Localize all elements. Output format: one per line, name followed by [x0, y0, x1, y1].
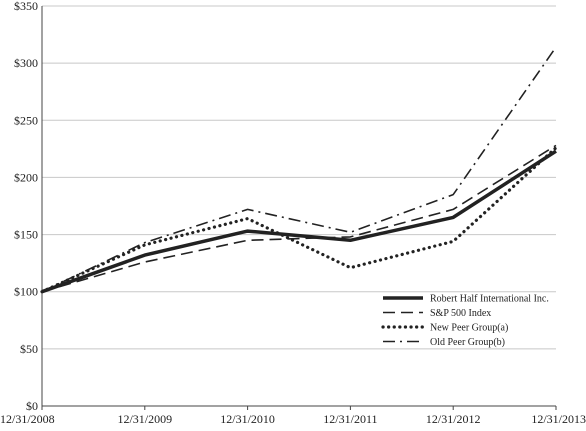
- y-tick-label: $300: [14, 56, 38, 70]
- legend-label: Robert Half International Inc.: [430, 294, 549, 305]
- y-tick-label: $350: [14, 0, 38, 13]
- x-axis-tick-labels: 12/31/2008 12/31/2009 12/31/2010 12/31/2011…: [0, 412, 586, 426]
- legend-label: Old Peer Group(b): [430, 337, 505, 348]
- y-tick-label: $200: [14, 170, 38, 184]
- series-lines: [40, 46, 558, 294]
- y-tick-label: $250: [14, 113, 38, 127]
- y-tick-label: $50: [20, 342, 38, 356]
- axes: [41, 6, 557, 410]
- y-axis-tick-labels: $0 $50 $100 $150 $200 $250 $300 $350: [14, 0, 38, 413]
- x-tick-label: 12/31/2008: [0, 412, 55, 426]
- x-tick-label: 12/31/2010: [220, 412, 275, 426]
- series-line-0: [41, 149, 557, 294]
- legend-label: New Peer Group(a): [430, 323, 508, 334]
- legend-label: S&P 500 Index: [430, 308, 491, 319]
- gridlines: [42, 5, 556, 407]
- series-line-2: [40, 146, 558, 294]
- legend: Robert Half International Inc. S&P 500 In…: [381, 294, 549, 348]
- series-line-3: [41, 46, 557, 293]
- y-tick-label: $150: [14, 228, 38, 242]
- x-tick-label: 12/31/2011: [323, 412, 377, 426]
- x-tick-label: 12/31/2013: [531, 412, 586, 426]
- y-tick-label: $0: [26, 399, 38, 413]
- x-tick-label: 12/31/2009: [117, 412, 172, 426]
- x-tick-label: 12/31/2012: [426, 412, 481, 426]
- y-tick-label: $100: [14, 285, 38, 299]
- series-line-1: [41, 144, 557, 293]
